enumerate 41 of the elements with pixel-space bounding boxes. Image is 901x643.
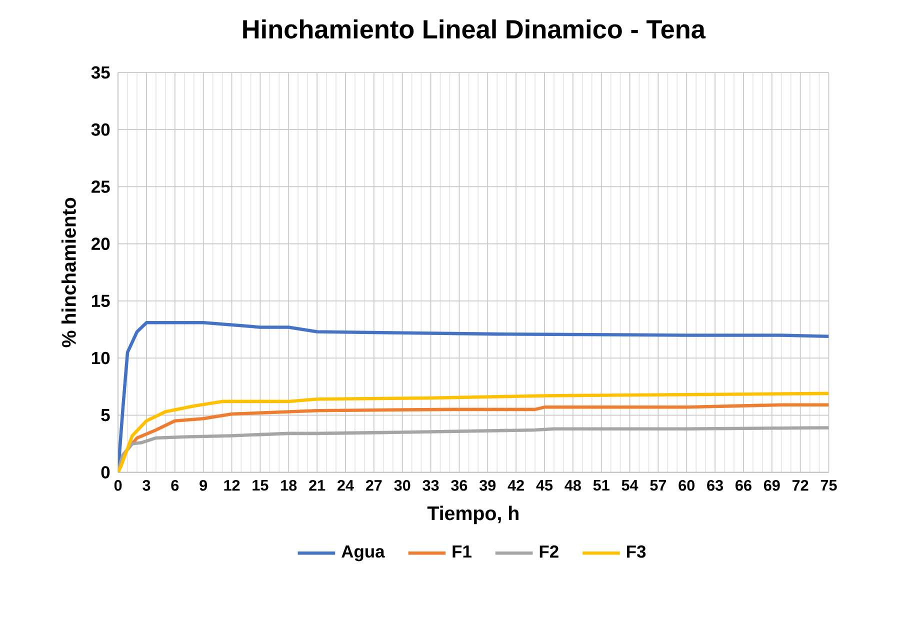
- x-tick-label: 69: [764, 480, 780, 491]
- x-tick-label: 12: [224, 480, 240, 491]
- legend-label: F1: [452, 545, 472, 558]
- x-tick-label: 42: [508, 480, 524, 491]
- x-tick-label: 33: [422, 480, 439, 491]
- y-tick-label: 10: [92, 352, 110, 364]
- x-tick-label: 39: [479, 480, 496, 491]
- x-tick-label: 60: [678, 480, 695, 491]
- y-tick-label: 25: [92, 180, 110, 193]
- x-tick-label: 54: [622, 480, 638, 491]
- x-tick-label: 51: [593, 480, 610, 491]
- x-tick-label: 21: [309, 480, 326, 491]
- y-tick-label: 15: [92, 294, 110, 307]
- x-tick-label: 75: [820, 480, 837, 491]
- x-tick-label: 57: [650, 480, 666, 491]
- legend-label: F2: [540, 545, 558, 558]
- x-tick-label: 6: [171, 480, 179, 491]
- x-tick-label: 18: [281, 480, 297, 491]
- y-tick-label: 35: [91, 66, 110, 79]
- x-tick-label: 30: [394, 480, 410, 491]
- y-tick-label: 5: [101, 408, 110, 422]
- x-tick-label: 0: [114, 480, 122, 491]
- x-tick-label: 48: [564, 480, 581, 491]
- x-tick-label: 15: [252, 480, 268, 491]
- y-tick-label: 20: [92, 238, 110, 250]
- x-tick-label: 63: [707, 480, 723, 491]
- x-tick-label: 24: [338, 480, 354, 491]
- x-tick-label: 3: [142, 480, 150, 491]
- x-tick-label: 66: [736, 480, 752, 491]
- y-tick-label: 0: [101, 466, 110, 478]
- x-tick-label: 27: [366, 480, 382, 491]
- chart-title: Hinchamiento Lineal Dinamico - Tena: [243, 19, 706, 39]
- y-axis-title: % hinchamiento: [61, 198, 76, 348]
- legend-label: Agua: [342, 545, 385, 562]
- x-tick-label: 36: [451, 480, 468, 491]
- x-tick-label: 9: [200, 480, 208, 491]
- x-tick-label: 72: [792, 480, 808, 491]
- legend-label: F3: [627, 545, 646, 558]
- y-tick-label: 30: [91, 123, 110, 136]
- x-tick-label: 45: [536, 480, 553, 491]
- x-axis-title: Tiempo, h: [427, 506, 518, 524]
